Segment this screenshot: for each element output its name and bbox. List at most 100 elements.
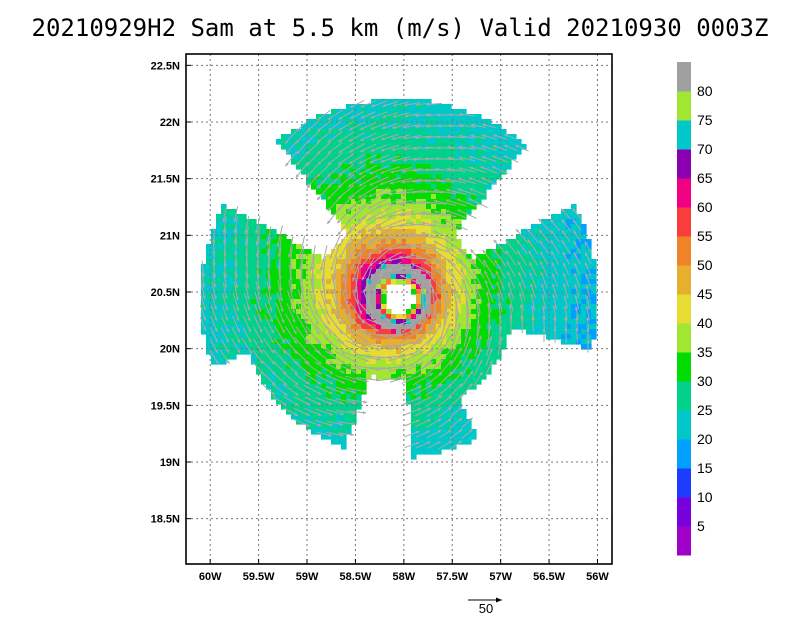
field-cell [431, 194, 437, 200]
field-cell [271, 294, 277, 300]
field-cell [471, 344, 477, 350]
field-cell [281, 314, 287, 320]
wind-vector-head [493, 145, 497, 149]
field-cell [586, 289, 592, 295]
field-cell [331, 329, 337, 335]
field-cell [371, 244, 377, 250]
field-cell [346, 299, 352, 305]
field-cell [326, 344, 332, 350]
field-cell [441, 414, 447, 420]
y-tick-label: 20.5N [151, 287, 180, 299]
field-cell [341, 324, 347, 330]
field-cell [341, 199, 347, 205]
field-cell [256, 279, 262, 285]
field-cell [496, 249, 502, 255]
wind-vector-head [328, 401, 333, 405]
field-cell [356, 379, 362, 385]
field-cell [471, 164, 477, 170]
wind-vector [390, 166, 412, 174]
field-cell [461, 374, 467, 380]
field-cell [426, 114, 432, 120]
field-cell [531, 244, 537, 250]
wind-vector-head [235, 296, 239, 301]
field-cell [431, 184, 437, 190]
field-cell [456, 439, 462, 445]
wind-vector-head [390, 170, 394, 174]
field-cell [326, 154, 332, 160]
field-cell [561, 339, 567, 345]
field-cell [271, 309, 277, 315]
field-cell [226, 299, 232, 305]
wind-vector-head [489, 348, 493, 352]
field-cell [401, 334, 407, 340]
wind-vector-head [432, 220, 437, 224]
field-cell [271, 264, 277, 270]
field-cell [416, 359, 422, 365]
field-cell [426, 229, 432, 235]
field-cell [431, 374, 437, 380]
field-cell [306, 289, 312, 295]
field-cell [216, 214, 222, 220]
field-cell [336, 199, 342, 205]
field-cell [481, 334, 487, 340]
field-cell [356, 319, 362, 325]
field-cell [441, 404, 447, 410]
wind-vector-head [268, 296, 272, 301]
field-cell [521, 144, 527, 150]
field-cell [441, 424, 447, 430]
field-cell [566, 209, 572, 215]
field-cell [326, 434, 332, 440]
field-cell [451, 359, 457, 365]
field-cell [441, 339, 447, 345]
wind-vector-head [352, 369, 357, 373]
wind-vector-head [504, 134, 508, 138]
field-cell [236, 219, 242, 225]
field-cell [476, 164, 482, 170]
field-cell [421, 154, 427, 160]
field-cell [441, 429, 447, 435]
wind-vector [421, 211, 447, 217]
field-cell [266, 334, 272, 340]
field-cell [446, 409, 452, 415]
field-cell [306, 349, 312, 355]
field-cell [436, 344, 442, 350]
field-cell [356, 129, 362, 135]
field-cell [506, 149, 512, 155]
field-cell [461, 339, 467, 345]
wind-vector-head [458, 177, 462, 181]
field-cell [416, 424, 422, 430]
field-cell [226, 234, 232, 240]
wind-vector-head [424, 168, 428, 172]
wind-vector-head [317, 412, 322, 416]
field-cell [496, 329, 502, 335]
wind-vector-head [268, 286, 272, 290]
field-cell [306, 254, 312, 260]
field-cell [226, 289, 232, 295]
field-cell [441, 314, 447, 320]
field-cell [491, 319, 497, 325]
field-cell [456, 289, 462, 295]
field-cell [566, 339, 572, 345]
field-cell [301, 419, 307, 425]
field-cell [346, 174, 352, 180]
wind-vector-head [340, 266, 344, 271]
wind-vector-head [369, 171, 374, 175]
colorbar-label: 45 [697, 286, 713, 302]
field-cell [476, 274, 482, 280]
wind-vector [296, 301, 308, 325]
wind-vector [273, 337, 287, 355]
field-cell [491, 139, 497, 145]
field-cell [331, 199, 337, 205]
field-cell [376, 194, 382, 200]
field-cell [571, 249, 577, 255]
field-cell [366, 209, 372, 215]
field-cell [261, 314, 267, 320]
field-cell [416, 129, 422, 135]
field-cell [301, 259, 307, 265]
field-cell [576, 329, 582, 335]
field-cell [326, 269, 332, 275]
field-cell [346, 409, 352, 415]
field-cell [421, 434, 427, 440]
field-cell [551, 234, 557, 240]
wind-vector-head [202, 295, 206, 300]
